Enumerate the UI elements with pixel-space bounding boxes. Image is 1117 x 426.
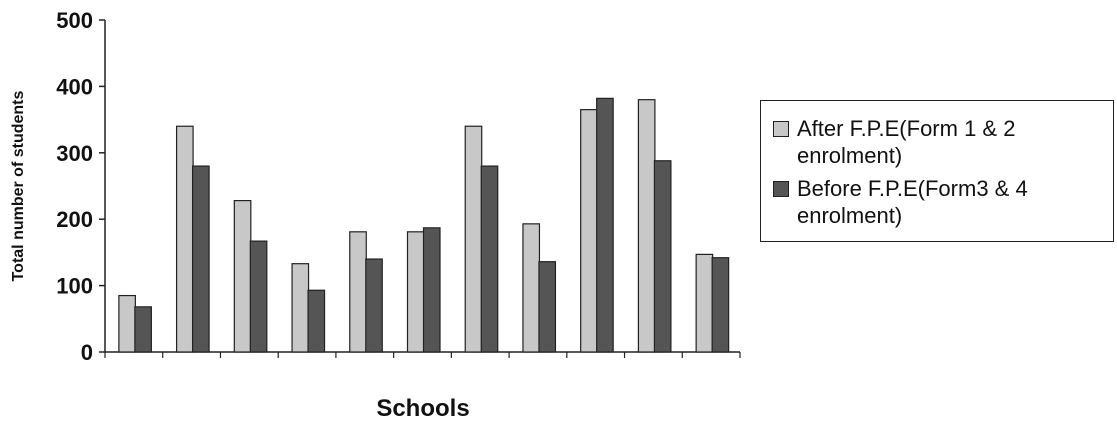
bar-after-fpe — [522, 223, 541, 353]
bar-before-fpe — [711, 257, 730, 353]
legend-swatch-after — [773, 121, 789, 137]
bar-after-fpe — [406, 231, 425, 353]
bar-after-fpe — [349, 231, 367, 353]
bar-before-fpe — [653, 160, 672, 353]
bar-after-fpe — [175, 125, 194, 353]
y-tick-label: 0 — [81, 340, 93, 365]
bar-after-fpe — [695, 253, 714, 353]
y-axis-label: Total number of students — [10, 90, 27, 281]
y-tick-label: 300 — [56, 141, 93, 166]
bar-before-fpe — [538, 261, 557, 353]
bar-before-fpe — [134, 306, 152, 353]
bar-before-fpe — [191, 165, 210, 353]
bar-before-fpe — [480, 165, 499, 353]
legend-swatch-before — [773, 181, 789, 197]
legend-label-after: After F.P.E(Form 1 & 2 enrolment) — [797, 116, 1016, 168]
y-tick-label: 200 — [56, 207, 93, 232]
legend-label-before: Before F.P.E(Form3 & 4 enrolment) — [797, 176, 1028, 228]
bar-before-fpe — [307, 289, 326, 353]
bar-after-fpe — [637, 99, 656, 353]
bar-after-fpe — [291, 263, 310, 353]
legend: After F.P.E(Form 1 & 2 enrolment) Before… — [760, 100, 1114, 242]
y-tick-label: 500 — [56, 8, 93, 33]
x-axis-label: Schools — [376, 395, 469, 422]
y-tick-label: 400 — [56, 74, 93, 99]
y-tick-label: 100 — [56, 274, 93, 299]
plot-area: 0 100 200 300 400 500 — [56, 8, 741, 365]
bar-after-fpe — [118, 294, 136, 353]
bar-after-fpe — [464, 125, 483, 353]
bar-before-fpe — [596, 97, 614, 353]
bar-before-fpe — [249, 240, 268, 353]
bar-after-fpe — [233, 200, 252, 353]
bar-before-fpe — [365, 258, 383, 353]
bar-after-fpe — [580, 109, 598, 353]
bar-before-fpe — [422, 227, 441, 353]
